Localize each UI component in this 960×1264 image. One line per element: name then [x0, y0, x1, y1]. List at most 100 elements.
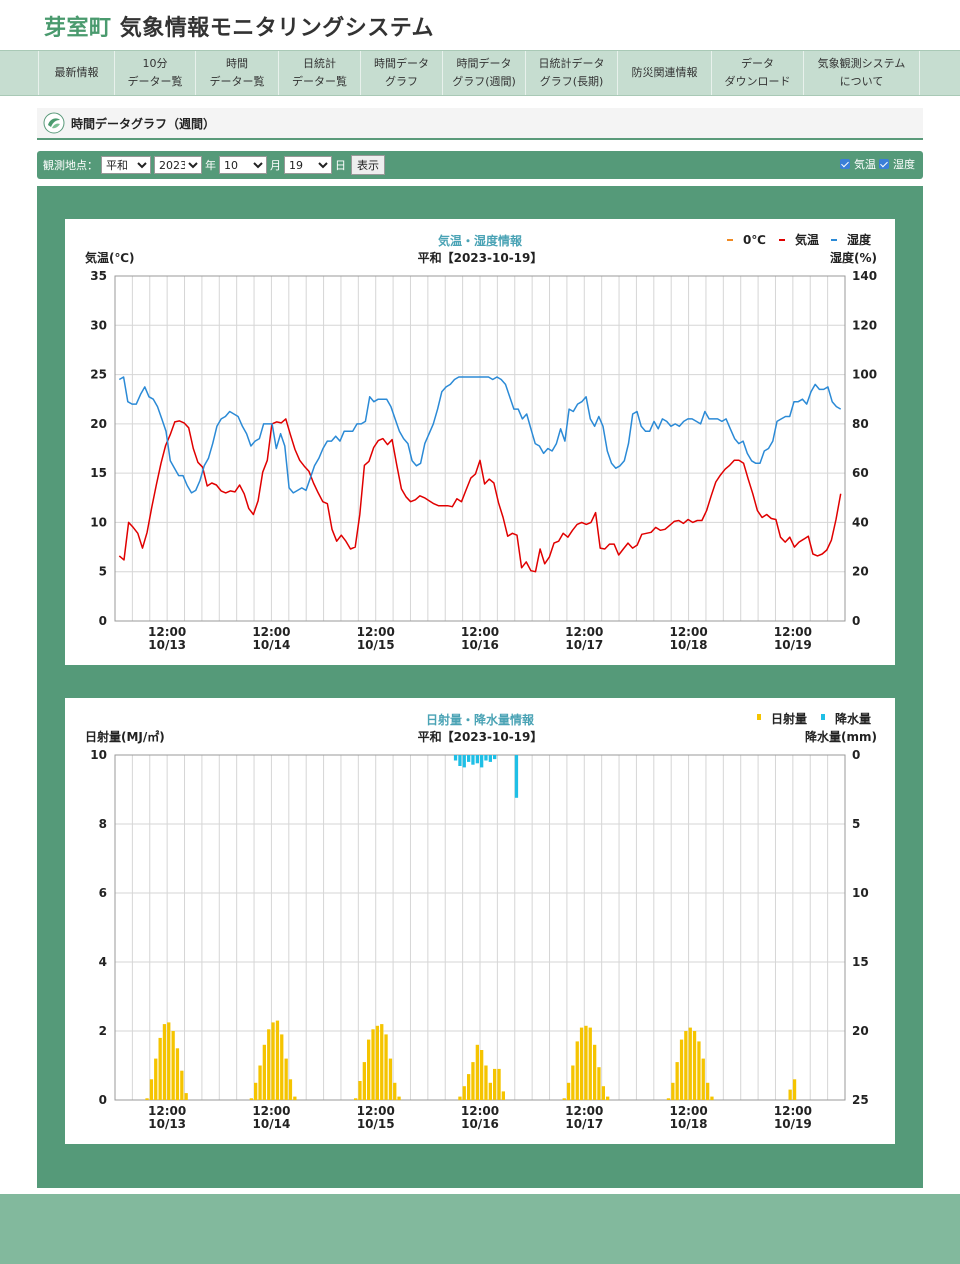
town-name: 芽室町 [44, 16, 112, 41]
rain-bar [462, 755, 466, 768]
y2-axis-label: 降水量(mm) [805, 729, 877, 744]
solar-bar [497, 1068, 501, 1100]
legend-label: 気温 [795, 232, 819, 247]
solar-bar [501, 1091, 505, 1100]
rain-bar [467, 755, 471, 762]
x-tick-time: 12:00 [461, 625, 499, 639]
page-header: 時間データグラフ（週間） [37, 108, 923, 140]
solar-bar [254, 1082, 258, 1101]
legend-swatch [821, 714, 825, 720]
solar-bar [488, 1082, 492, 1101]
x-tick-time: 12:00 [357, 1104, 395, 1118]
series-line-humidity [118, 376, 842, 494]
y2-tick-label: 0 [852, 614, 860, 628]
solar-rain-chart-box: 日射量・降水量情報 平和【2023-10-19】 日射量(MJ/㎡) 降水量(mm) 降… [65, 698, 895, 1144]
solar-bar [579, 1027, 584, 1101]
nav-item-3[interactable]: 日統計 データー覧 [279, 51, 361, 95]
solar-bar [575, 1041, 579, 1100]
y-axis-label: 日射量(MJ/㎡) [85, 729, 165, 744]
solar-bar [358, 1081, 362, 1100]
rain-bar [493, 755, 497, 760]
solar-bar [584, 1025, 588, 1100]
solar-bar [688, 1027, 692, 1101]
humid-checkbox[interactable] [879, 159, 889, 169]
y-axis-label: 気温(℃) [85, 250, 135, 265]
solar-bar [354, 1098, 358, 1100]
chart-subtitle: 平和【2023-10-19】 [418, 729, 543, 744]
solar-bar [267, 1029, 271, 1100]
footer [0, 1194, 960, 1264]
solar-bar [684, 1031, 688, 1100]
temp-humid-chart-box: 気温・湿度情報 平和【2023-10-19】 気温(℃) 湿度(%) 湿度 気温 0℃ 0 5 1… [65, 219, 895, 665]
solar-bar [388, 1058, 393, 1100]
x-tick-date: 10/13 [148, 1117, 186, 1131]
x-tick-time: 12:00 [774, 625, 812, 639]
rain-bar [514, 755, 519, 798]
solar-bar [375, 1025, 379, 1100]
series-toggles: 気温 湿度 [840, 156, 915, 172]
solar-bar [588, 1027, 592, 1101]
nav-item-0[interactable]: 最新情報 [38, 51, 115, 95]
y-tick-label: 25 [90, 368, 107, 382]
x-tick-time: 12:00 [252, 1104, 290, 1118]
x-tick-time: 12:00 [461, 1104, 499, 1118]
solar-bar [145, 1098, 149, 1100]
nav-item-4[interactable]: 時間データ グラフ [361, 51, 443, 95]
solar-bar [701, 1058, 705, 1100]
nav-item-8[interactable]: データ ダウンロード [712, 51, 804, 95]
solar-bar [679, 1039, 684, 1100]
solar-bar [275, 1020, 280, 1100]
site-title[interactable]: 芽室町 気象情報モニタリングシステム [44, 10, 434, 42]
chart-title: 日射量・降水量情報 [426, 712, 535, 727]
rain-bar [453, 755, 458, 761]
nav-item-9[interactable]: 気象観測システム について [804, 51, 920, 95]
system-name: 気象情報モニタリングシステム [119, 16, 435, 41]
y-tick-label: 2 [99, 1024, 107, 1038]
solar-bar [675, 1062, 679, 1101]
legend-label: 降水量 [835, 711, 871, 726]
x-tick-date: 10/16 [461, 638, 499, 652]
x-tick-date: 10/18 [670, 1117, 708, 1131]
y2-tick-label: 100 [852, 368, 877, 382]
show-button[interactable]: 表示 [351, 155, 385, 175]
day-select[interactable]: 19 [284, 156, 332, 174]
solar-bar [692, 1031, 697, 1100]
chart-title: 気温・湿度情報 [438, 233, 523, 248]
temp-checkbox[interactable] [840, 159, 850, 169]
solar-bar [706, 1082, 710, 1101]
station-select[interactable]: 平和 [101, 156, 151, 174]
x-tick-time: 12:00 [669, 1104, 707, 1118]
day-unit: 日 [335, 159, 346, 172]
solar-bar [792, 1079, 797, 1100]
x-tick-time: 12:00 [148, 625, 186, 639]
x-tick-time: 12:00 [669, 625, 707, 639]
x-tick-date: 10/15 [357, 638, 395, 652]
solar-bar [462, 1086, 466, 1100]
solar-bar [158, 1037, 162, 1100]
y2-tick-label: 0 [852, 748, 860, 762]
solar-bar [154, 1058, 158, 1100]
y2-tick-label: 120 [852, 318, 877, 332]
solar-bar [475, 1044, 479, 1100]
solar-bar [171, 1031, 175, 1100]
solar-bar [293, 1096, 297, 1101]
x-tick-date: 10/13 [148, 638, 186, 652]
nav-item-2[interactable]: 時間 データー覧 [196, 51, 279, 95]
x-tick-time: 12:00 [148, 1104, 186, 1118]
solar-bar [258, 1065, 262, 1100]
x-tick-date: 10/17 [565, 1117, 603, 1131]
nav-item-1[interactable]: 10分 データー覧 [115, 51, 196, 95]
plot-frame [114, 275, 846, 622]
humid-check-label: 湿度 [893, 158, 915, 171]
solar-bar [467, 1074, 471, 1100]
year-select[interactable]: 2023 [154, 156, 202, 174]
chart-panel: 気温・湿度情報 平和【2023-10-19】 気温(℃) 湿度(%) 湿度 気温 0℃ 0 5 1… [37, 186, 923, 1188]
nav-item-6[interactable]: 日統計データ グラフ(長期) [526, 51, 618, 95]
solar-bar [175, 1048, 180, 1101]
nav-item-5[interactable]: 時間データ グラフ(週間) [443, 51, 526, 95]
series-line-temperature [118, 418, 842, 573]
month-select[interactable]: 10 [219, 156, 267, 174]
nav-item-7[interactable]: 防災関連情報 [618, 51, 712, 95]
y2-tick-label: 10 [852, 886, 869, 900]
solar-bar [393, 1082, 397, 1101]
